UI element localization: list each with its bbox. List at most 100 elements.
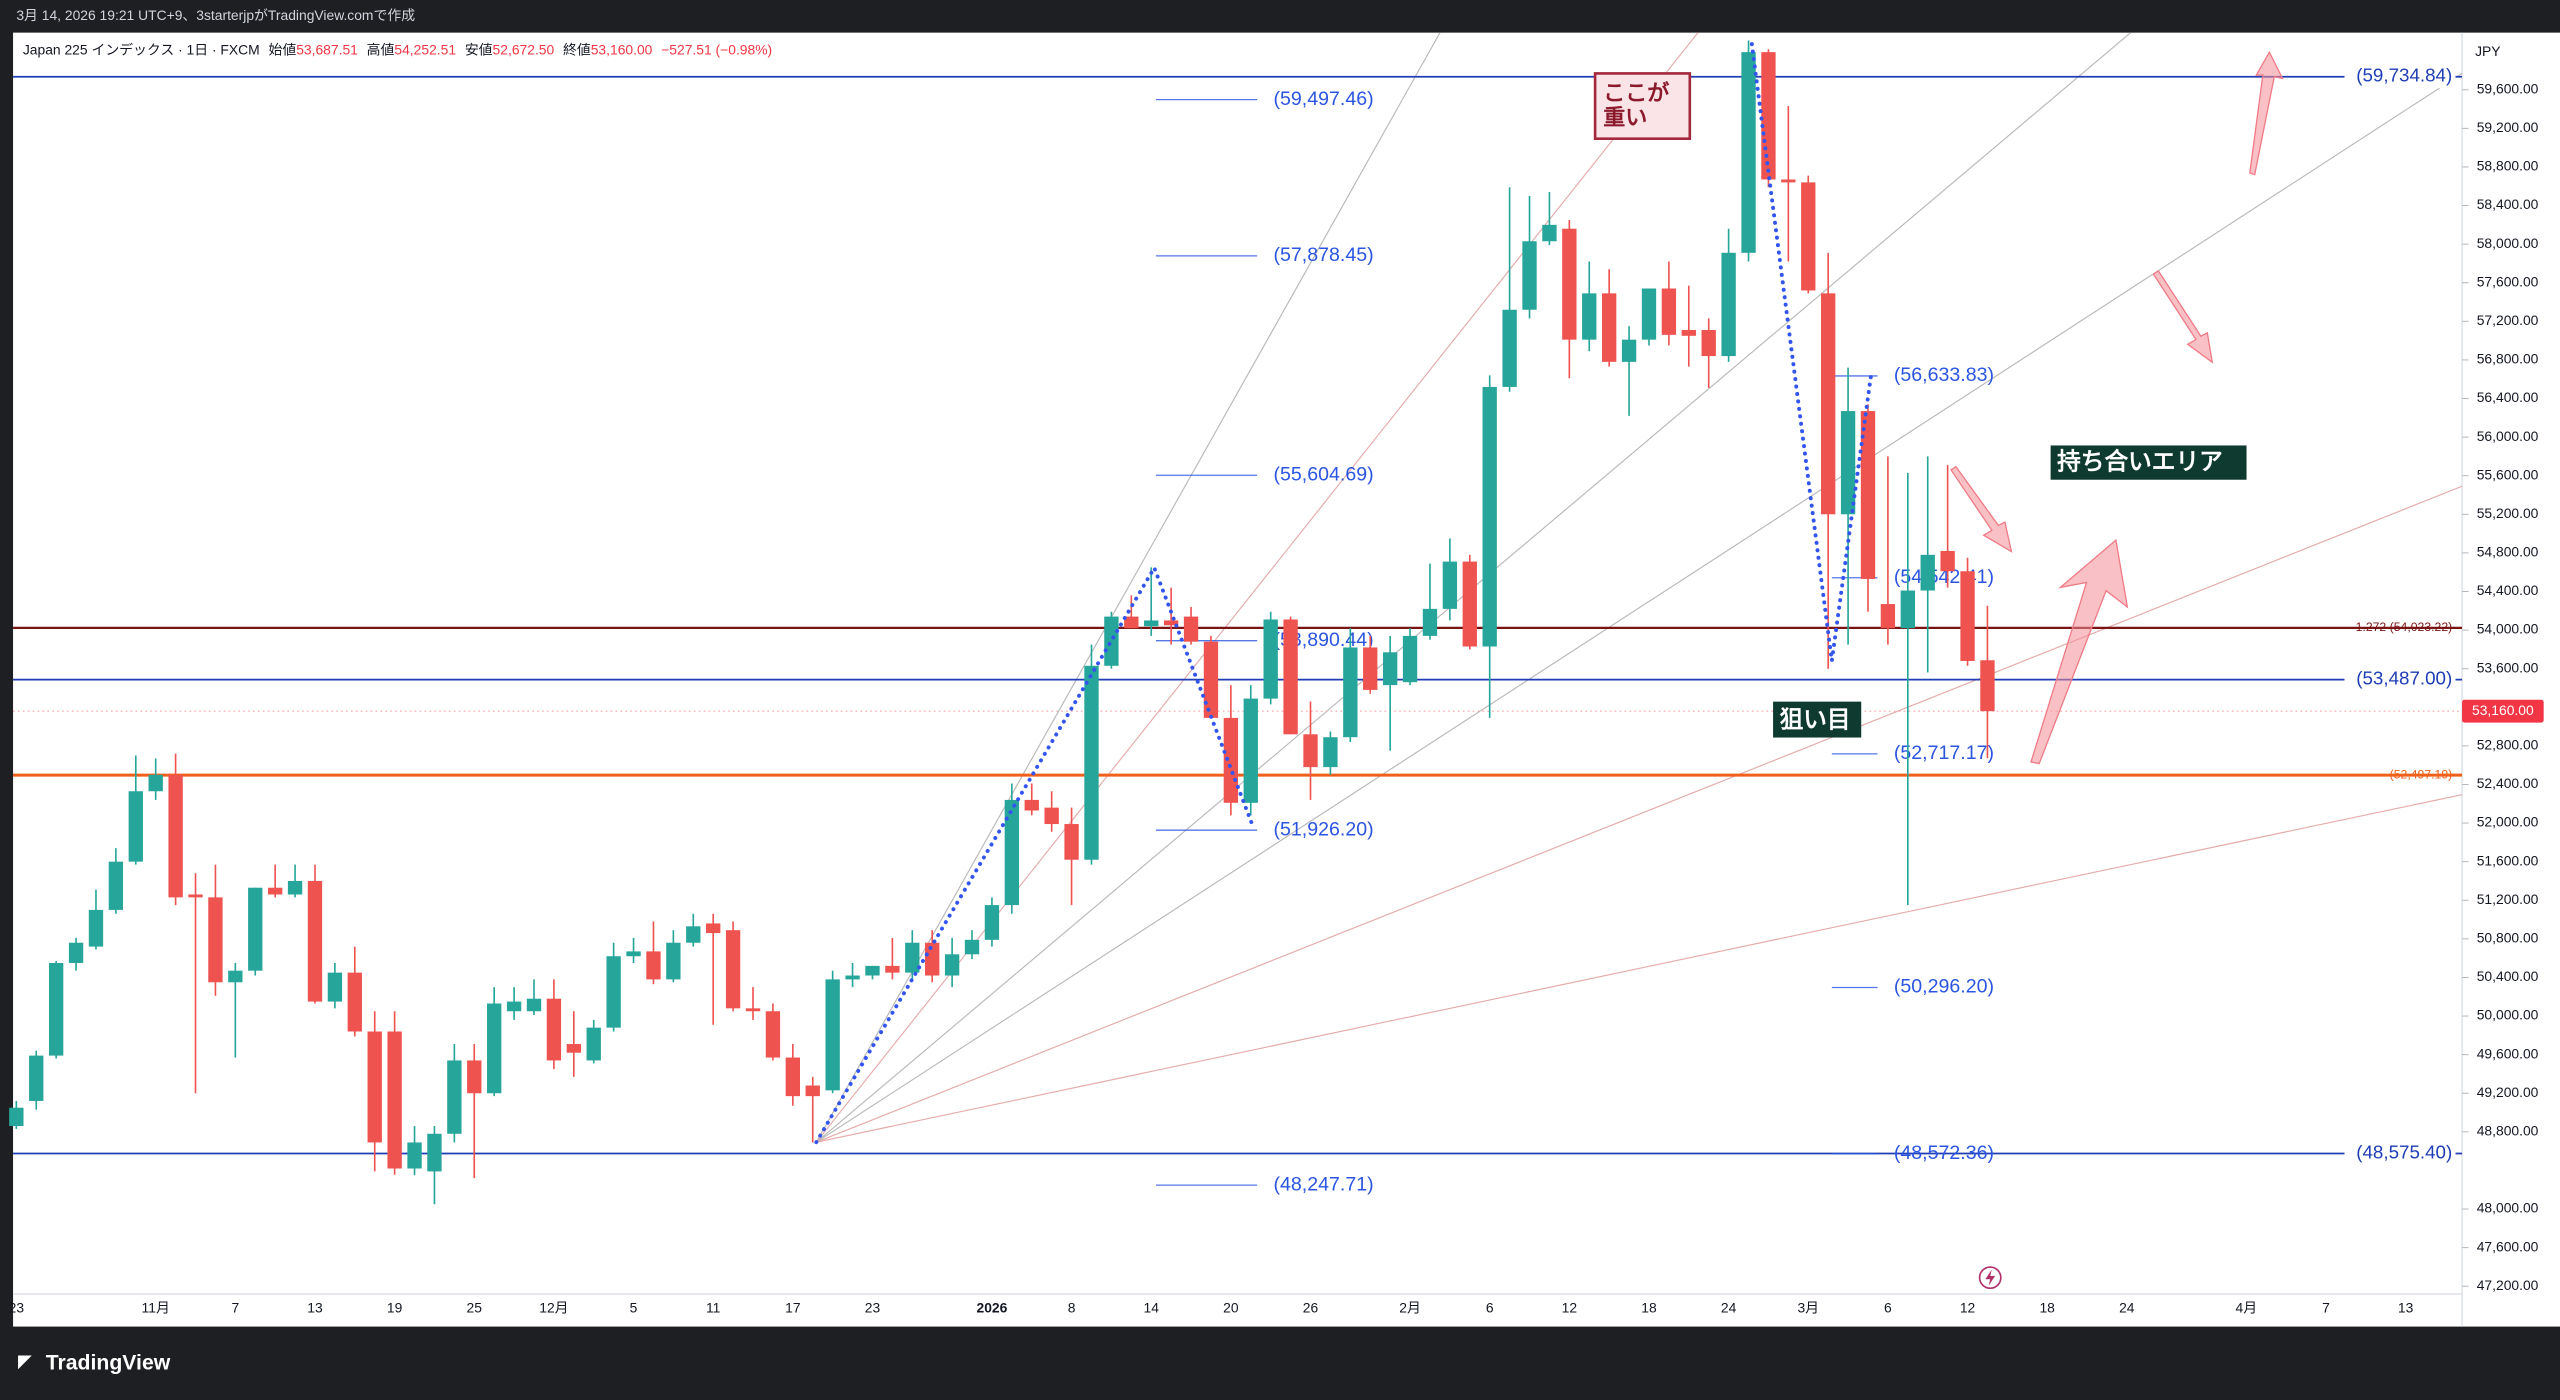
candle-body [1641,288,1657,340]
fan-line [816,72,2463,1143]
annotation-text: ここが [1603,80,1669,105]
x-tick-label: 11 [706,1299,721,1315]
candle-body [1203,641,1219,718]
y-tick-label: 58,800.00 [2477,158,2539,174]
candle-body [1761,52,1776,180]
candle-body [347,972,362,1032]
candle-body [905,942,920,973]
candle-body [148,774,163,792]
candle-body [1801,182,1816,291]
candle-body [706,923,721,934]
x-tick-label: 6 [1486,1299,1494,1315]
candle-body [1701,330,1716,357]
y-tick-label: 56,400.00 [2477,389,2539,405]
candle-body [1821,293,1836,515]
candle-body [1144,620,1159,627]
brand: TradingView [46,1352,171,1375]
plot: (59,734.84) 1.272 (54,023.22) (53,487.00) (… [9,40,2463,1205]
x-tick-label: 11月 [142,1299,170,1315]
candle-body [387,1031,402,1169]
candle-body [248,887,263,971]
candle-body [1741,52,1756,253]
currency: JPY [2475,43,2500,59]
candle-body [168,774,183,898]
y-tick-label: 48,800.00 [2477,1122,2539,1138]
fib-label: (57,878.45) [1273,244,1373,266]
candle-body [1542,224,1557,242]
open-value: 53,687.51 [296,41,358,57]
candle-body [467,1060,482,1094]
fib-label: (48,572.36) [1894,1142,1994,1164]
y-tick-label: 56,800.00 [2477,351,2539,367]
candle-body [526,998,542,1012]
y-tick-label: 51,600.00 [2477,852,2539,868]
x-tick-label: 8 [1068,1299,1076,1315]
candle-body [1402,635,1418,683]
x-tick-label: 23 [865,1299,881,1315]
candle-body [1621,339,1637,362]
annotation-box [2050,445,2247,480]
candle-body [1880,604,1896,629]
y-tick-label: 55,600.00 [2477,466,2539,482]
arrows [1950,50,2284,765]
x-tick-label: 14 [1144,1299,1160,1315]
x-tick-label: 7 [2322,1299,2330,1315]
candle-body [1980,660,1995,712]
candle-body [1323,737,1338,768]
y-tick-label: 47,200.00 [2477,1277,2539,1293]
fan-line [815,32,1441,1143]
arrow-down [2152,269,2214,364]
candle-body [367,1031,382,1143]
y-tick-label: 59,200.00 [2477,119,2539,135]
y-tick-label: 54,000.00 [2477,621,2539,637]
y-tick-label: 55,200.00 [2477,505,2539,521]
candle-body [1522,241,1537,310]
fib-label: (51,926.20) [1273,818,1373,840]
y-tick-label: 49,200.00 [2477,1084,2539,1100]
candle-body [1163,620,1179,626]
candle-body [1940,550,1955,572]
candle-body [1382,652,1398,686]
annotation-box [1773,701,1862,738]
x-tick-label: 4月 [2235,1299,2257,1315]
x-tick-label: 7 [231,1299,239,1315]
y-tick-label: 57,600.00 [2477,273,2539,289]
x-tick-label: 3月 [1797,1299,1819,1315]
open-label: 始値 [268,41,296,57]
fib-label: (52,717.17) [1894,742,1994,764]
x-tick-label: 6 [1884,1299,1892,1315]
fib-label: (55,604.69) [1273,463,1373,485]
x-tick-label: 2026 [977,1299,1008,1315]
last-price-badge [2462,699,2544,723]
caption: 3月 14, 2026 19:21 UTC+9、3starterjpがTradi… [16,7,415,23]
x-tick-label: 25 [467,1299,483,1315]
candle-body [1840,411,1856,515]
fan-line [816,485,2463,1143]
x-tick-label: 23 [9,1299,25,1315]
candle-body [1183,616,1199,642]
arrow-up [2249,50,2284,176]
candle-body [506,1001,522,1012]
candle-body [845,975,860,980]
event-icon [1978,1266,2002,1290]
candle-body [287,880,303,895]
y-tick-label: 52,400.00 [2477,775,2539,791]
candle-body [1124,616,1139,629]
x-tick-label: 24 [1721,1299,1737,1315]
candle-body [48,962,64,1056]
y-tick-label: 54,800.00 [2477,544,2539,560]
x-tick-label: 17 [785,1299,801,1315]
candle-body [785,1057,800,1097]
candle-body [964,939,980,955]
candle-body [825,979,840,1091]
candle-body [1283,619,1298,735]
candle-body [944,954,960,976]
candle-body [666,942,681,980]
annotation-text: 持ち合いエリア [2057,448,2223,476]
candle-body [68,942,84,963]
y-tick-label: 58,400.00 [2477,196,2539,212]
candle-body [546,998,562,1061]
symbol-legend: Japan 225 インデックス · 1日 · FXCM 始値53,687.51… [23,41,772,57]
logo-mark: ◤ [18,1351,32,1371]
